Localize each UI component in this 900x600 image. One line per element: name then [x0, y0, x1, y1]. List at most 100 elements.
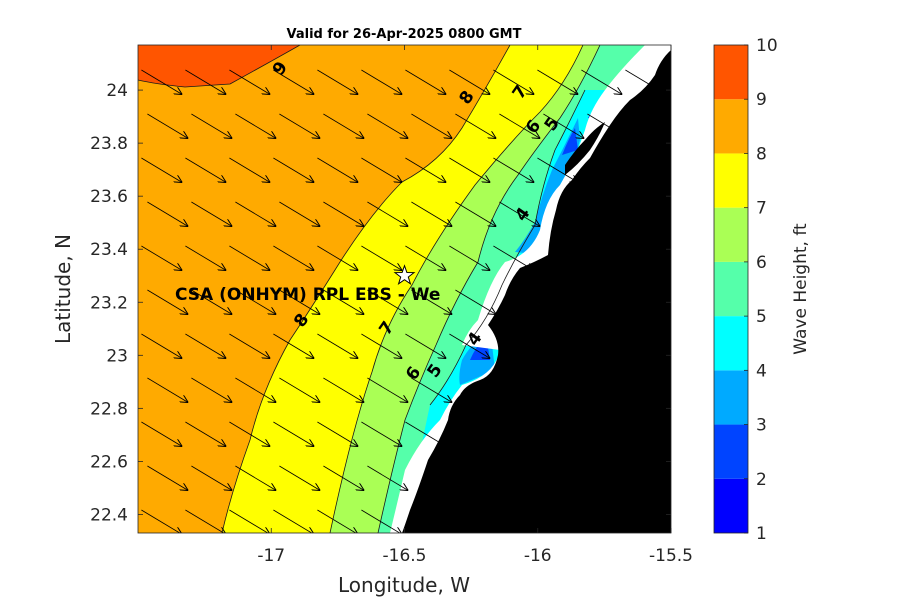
wave-arrow	[675, 466, 715, 490]
wave-arrow	[147, 465, 187, 490]
wave-arrow	[279, 465, 319, 490]
x-axis-label: Longitude, W	[338, 573, 470, 597]
x-tick-label: -15.5	[649, 546, 693, 566]
wave-arrow	[411, 113, 451, 138]
y-tick-label: 22.4	[90, 505, 128, 525]
wave-arrow	[279, 289, 319, 314]
wave-arrow	[317, 421, 357, 446]
colorbar-segment	[714, 99, 748, 154]
wave-arrow	[229, 421, 269, 446]
wave-arrow	[361, 421, 401, 446]
y-tick-label: 23	[106, 346, 128, 366]
wave-arrow	[317, 245, 357, 270]
wave-arrow	[455, 289, 495, 314]
colorbar-segment	[714, 424, 748, 479]
wave-arrow	[235, 377, 275, 402]
wave-arrow	[229, 509, 269, 533]
wave-arrow	[367, 377, 407, 402]
colorbar-segment	[714, 316, 748, 371]
wave-arrow	[411, 201, 451, 226]
wave-arrow	[147, 289, 187, 314]
wave-arrow	[235, 113, 275, 138]
wave-arrow	[367, 465, 407, 490]
wave-arrow	[543, 113, 583, 138]
wave-arrow	[449, 157, 489, 182]
colorbar-segment	[714, 45, 748, 100]
wave-arrow	[449, 69, 489, 94]
wave-arrow	[235, 289, 275, 314]
x-tick-label: -16	[524, 546, 552, 566]
wave-arrow	[273, 509, 313, 533]
contour-9	[138, 45, 301, 88]
wave-arrow	[675, 378, 715, 402]
wave-arrow	[411, 377, 451, 402]
land-inlet	[565, 122, 605, 175]
y-axis: 22.4 22.6 22.8 23 23.2 23.4 23.6 23.8 24	[90, 81, 671, 525]
wave-arrow	[317, 157, 357, 182]
wave-arrow	[185, 509, 225, 533]
wave-arrow	[625, 69, 665, 94]
wave-arrow	[405, 69, 445, 94]
wave-arrow	[361, 69, 401, 94]
station-marker[interactable]	[393, 264, 416, 286]
band-9-10	[138, 45, 300, 87]
wave-arrow	[185, 69, 225, 94]
x-tick-label: -17	[257, 546, 285, 566]
colorbar-segment	[714, 370, 748, 425]
wave-arrow	[317, 509, 357, 533]
station-star-icon[interactable]	[393, 264, 416, 286]
contour-6	[377, 45, 601, 533]
colorbar-tick-label: 8	[756, 144, 767, 164]
wave-arrow	[669, 421, 671, 424]
wave-arrow	[185, 245, 225, 270]
wave-arrow	[367, 113, 407, 138]
colorbar-tick-label: 10	[756, 36, 778, 56]
wave-arrow	[273, 245, 313, 270]
wave-arrow	[147, 201, 187, 226]
wave-arrow	[493, 157, 533, 182]
wave-arrow	[279, 377, 319, 402]
contour-8	[221, 45, 511, 533]
wave-arrow	[191, 377, 231, 402]
wave-arrow	[191, 465, 231, 490]
wave-arrow	[235, 465, 275, 490]
wave-arrow	[449, 245, 489, 270]
y-axis-label: Latitude, N	[51, 234, 75, 344]
wave-arrow	[499, 113, 539, 138]
wave-arrow	[273, 69, 313, 94]
colorbar-tick-label: 2	[756, 470, 767, 490]
wave-arrow	[317, 333, 357, 358]
wave-arrow	[317, 69, 357, 94]
colorbar-tick-label: 5	[756, 307, 767, 327]
wave-arrow	[185, 421, 225, 446]
x-axis: -17 -16.5 -16 -15.5	[257, 45, 693, 566]
wave-arrow	[185, 333, 225, 358]
y-tick-label: 24	[106, 81, 128, 101]
wave-arrow	[191, 289, 231, 314]
wave-arrow	[141, 333, 181, 358]
wave-arrow	[141, 421, 181, 446]
wave-arrow	[235, 201, 275, 226]
wave-arrow	[361, 509, 401, 533]
band-2-3-north	[562, 128, 578, 155]
wave-arrow	[669, 157, 671, 160]
wave-arrow	[279, 201, 319, 226]
y-tick-label: 23.8	[90, 134, 128, 154]
wave-arrow	[675, 290, 715, 314]
wave-direction-arrows	[141, 69, 715, 533]
wave-arrow	[455, 201, 495, 226]
wave-arrow	[669, 245, 671, 248]
station-label: CSA (ONHYM) RPL EBS - We	[175, 285, 440, 305]
wave-arrow	[229, 69, 269, 94]
wave-arrow	[669, 509, 671, 512]
colorbar-tick-label: 9	[756, 90, 767, 110]
wave-arrow	[185, 157, 225, 182]
wave-arrow	[675, 114, 715, 138]
wave-arrow	[191, 201, 231, 226]
wave-arrow	[191, 113, 231, 138]
x-tick-label: -16.5	[383, 546, 427, 566]
wave-arrow	[229, 245, 269, 270]
wave-arrow	[141, 157, 181, 182]
